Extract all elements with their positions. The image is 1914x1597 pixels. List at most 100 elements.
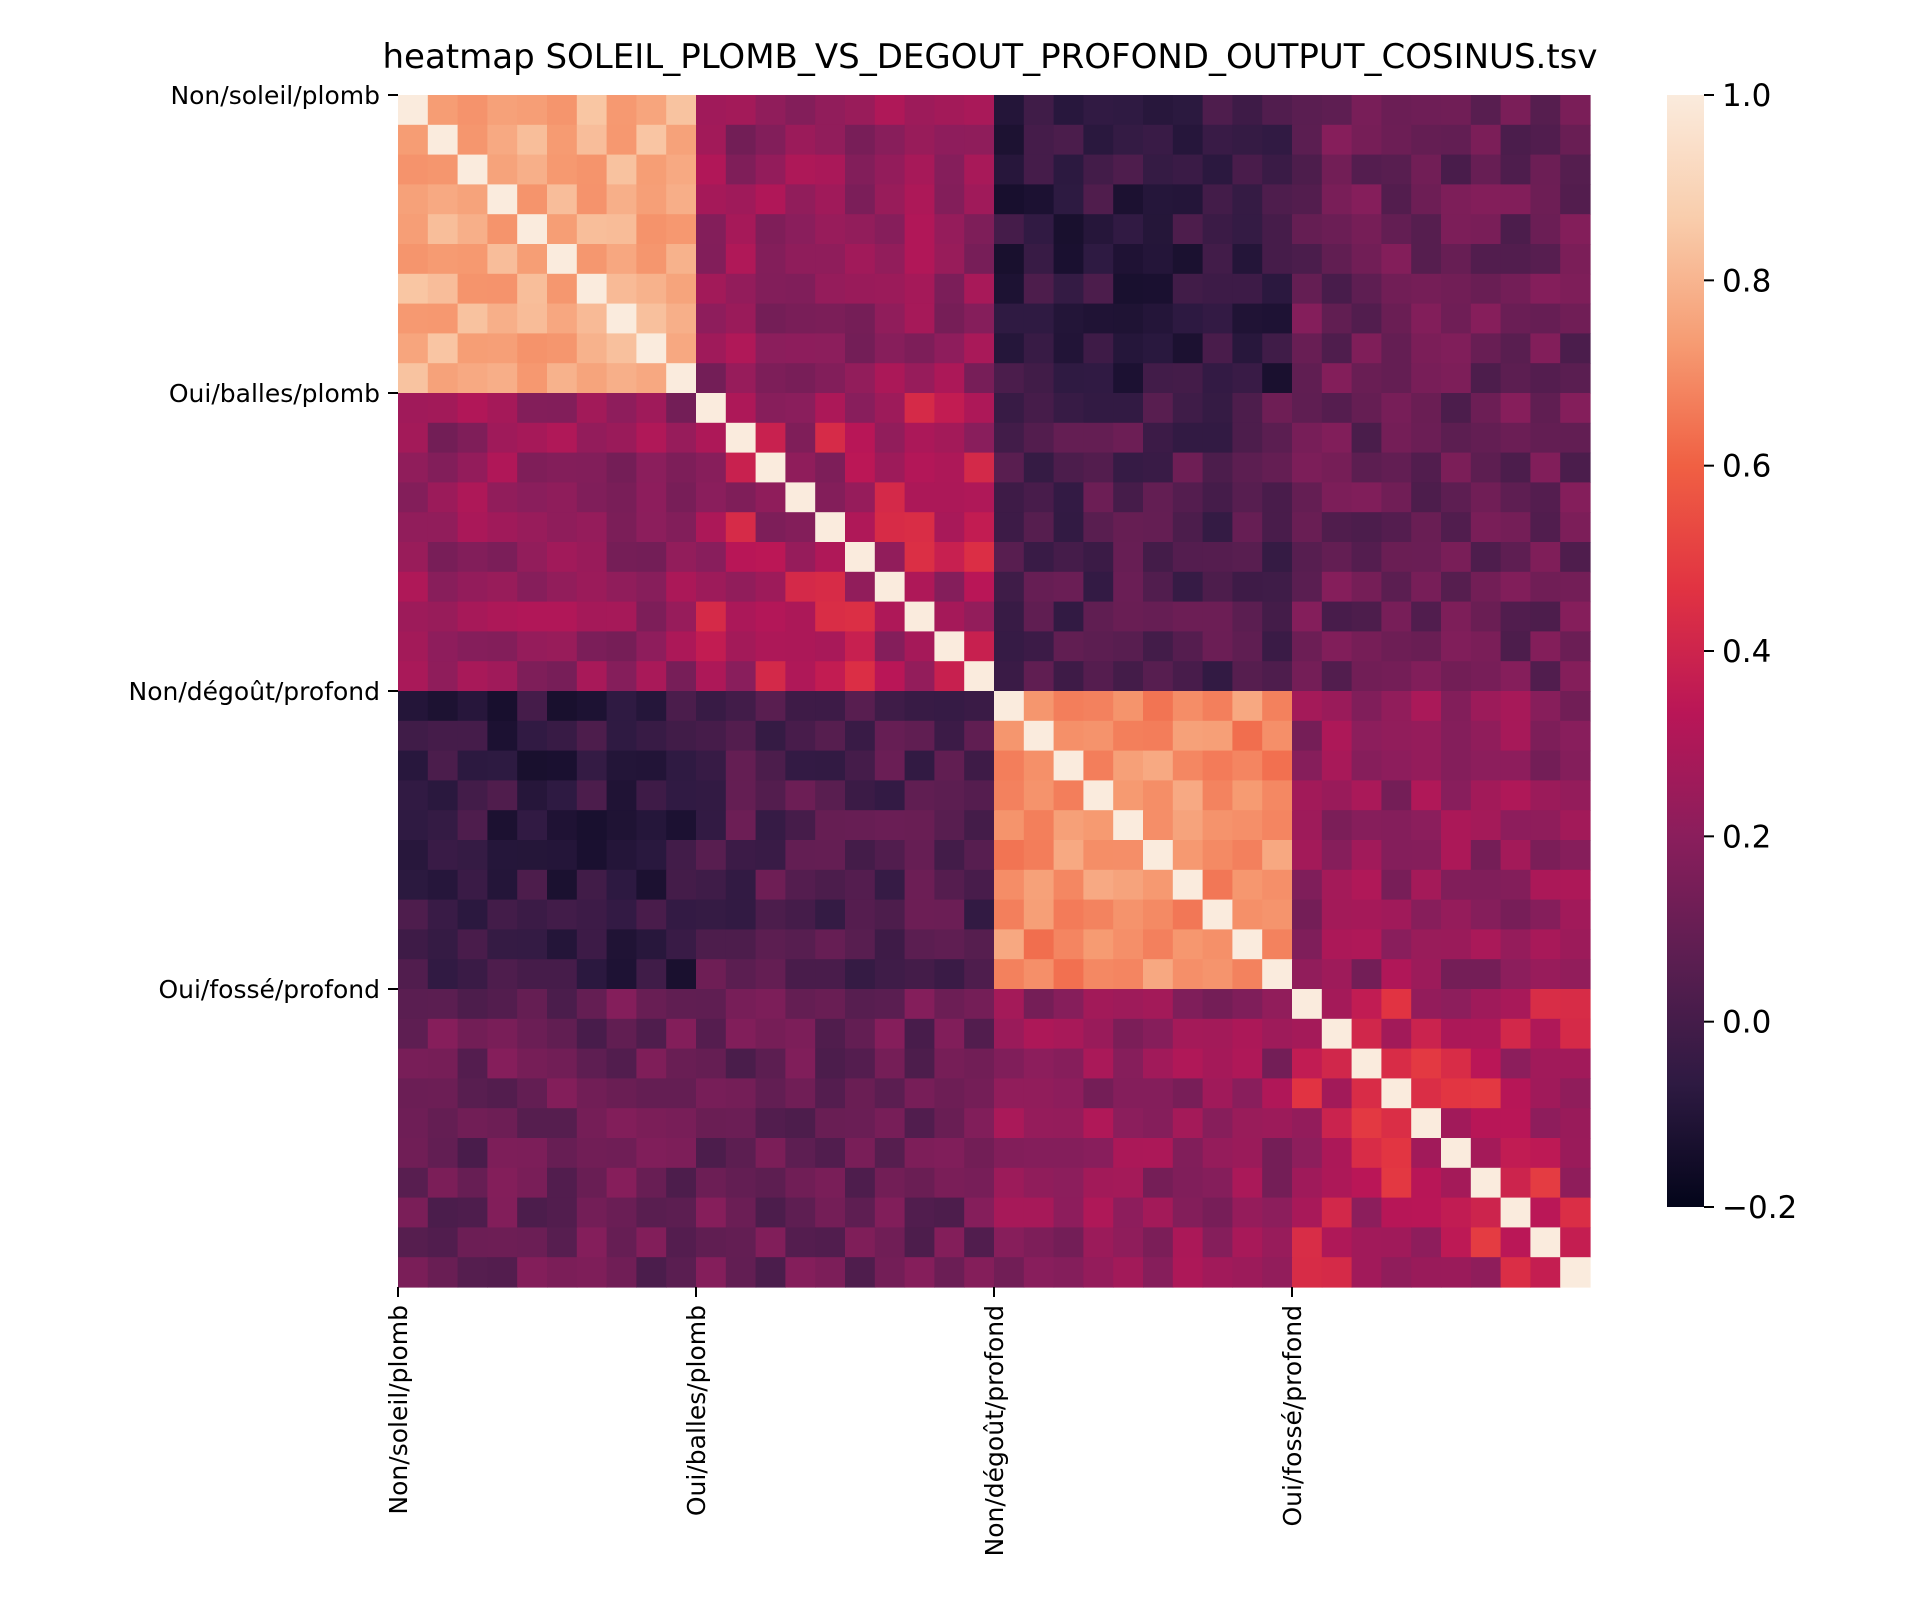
heatmap-cell xyxy=(696,840,727,871)
heatmap-cell xyxy=(1232,929,1263,960)
heatmap-cell xyxy=(1053,542,1084,573)
heatmap-cell xyxy=(964,422,995,454)
heatmap-cell xyxy=(547,214,578,245)
heatmap-cell xyxy=(785,899,816,930)
heatmap-cell xyxy=(1560,571,1591,603)
heatmap-cell xyxy=(1262,989,1293,1020)
heatmap-cell xyxy=(1262,869,1293,901)
heatmap-cell xyxy=(517,1108,548,1139)
heatmap-cell xyxy=(696,452,727,483)
heatmap-cell xyxy=(517,333,548,364)
heatmap-cell xyxy=(1113,1048,1144,1079)
heatmap-cell xyxy=(1023,1227,1055,1258)
x-axis-ticks: Non/soleil/plomb Oui/balles/plomb Non/dégo… xyxy=(384,1287,1307,1556)
heatmap-cell xyxy=(785,154,816,185)
heatmap-cell xyxy=(1500,780,1531,811)
heatmap-cells xyxy=(398,95,1591,1288)
heatmap-cell xyxy=(1232,959,1263,990)
heatmap-cell xyxy=(1232,899,1263,930)
heatmap-cell xyxy=(636,720,667,752)
heatmap-cell xyxy=(1411,899,1442,930)
heatmap-cell xyxy=(1321,989,1353,1020)
heatmap-cell xyxy=(1202,810,1233,841)
heatmap-cell xyxy=(576,124,608,156)
heatmap-cell xyxy=(666,929,697,960)
heatmap-cell xyxy=(1232,691,1263,722)
heatmap-cell xyxy=(1232,631,1263,662)
heatmap-cell xyxy=(785,452,816,483)
heatmap-cell xyxy=(1202,571,1233,603)
heatmap-cell xyxy=(904,631,935,662)
heatmap-cell xyxy=(1083,422,1114,454)
heatmap-cell xyxy=(487,422,518,454)
heatmap-cell xyxy=(1113,124,1144,156)
heatmap-cell xyxy=(934,989,965,1020)
heatmap-cell xyxy=(1292,571,1323,603)
heatmap-cell xyxy=(815,1227,846,1258)
heatmap-cell xyxy=(1232,154,1263,185)
heatmap-cell xyxy=(517,929,548,960)
heatmap-cell xyxy=(1292,959,1323,990)
heatmap-cell xyxy=(1172,661,1204,692)
heatmap-cell xyxy=(904,1257,935,1288)
heatmap-cell xyxy=(1441,1108,1472,1139)
heatmap-cell xyxy=(1113,899,1144,930)
heatmap-cell xyxy=(1381,601,1412,632)
heatmap-cell xyxy=(1083,273,1114,305)
heatmap-cell xyxy=(755,691,786,722)
heatmap-cell xyxy=(576,393,608,424)
heatmap-cell xyxy=(1530,244,1561,275)
heatmap-cell xyxy=(1232,542,1263,573)
heatmap-cell xyxy=(725,363,757,394)
heatmap-cell xyxy=(487,869,518,901)
heatmap-cell xyxy=(1500,95,1531,126)
heatmap-cell xyxy=(1530,452,1561,483)
heatmap-cell xyxy=(1262,154,1293,185)
heatmap-cell xyxy=(964,750,995,781)
heatmap-cell xyxy=(666,542,697,573)
heatmap-cell xyxy=(1113,393,1144,424)
heatmap-cell xyxy=(1143,244,1174,275)
heatmap-cell xyxy=(1083,661,1114,692)
heatmap-cell xyxy=(1292,542,1323,573)
heatmap-cell xyxy=(1321,571,1353,603)
heatmap-cell xyxy=(1530,303,1561,334)
heatmap-cell xyxy=(1053,214,1084,245)
heatmap-cell xyxy=(1411,780,1442,811)
heatmap-cell xyxy=(1202,691,1233,722)
heatmap-cell xyxy=(606,571,637,603)
heatmap-cell xyxy=(606,1018,637,1050)
heatmap-cell xyxy=(457,1018,488,1050)
heatmap-cell xyxy=(1083,691,1114,722)
heatmap-cell xyxy=(1113,780,1144,811)
heatmap-cell xyxy=(606,1108,637,1139)
heatmap-cell xyxy=(636,363,667,394)
heatmap-cell xyxy=(1262,780,1293,811)
heatmap-cell xyxy=(457,691,488,722)
heatmap-cell xyxy=(994,303,1025,334)
heatmap-cell xyxy=(457,720,488,752)
heatmap-cell xyxy=(874,1197,906,1228)
heatmap-cell xyxy=(427,303,459,334)
heatmap-cell xyxy=(666,691,697,722)
heatmap-cell xyxy=(666,899,697,930)
heatmap-cell xyxy=(1381,303,1412,334)
heatmap-cell xyxy=(1351,1048,1382,1079)
heatmap-cell xyxy=(845,214,876,245)
heatmap-cell xyxy=(785,750,816,781)
heatmap-cell xyxy=(994,1078,1025,1109)
heatmap-cell xyxy=(874,303,906,334)
heatmap-cell xyxy=(457,542,488,573)
heatmap-cell xyxy=(845,1078,876,1109)
heatmap-cell xyxy=(964,661,995,692)
heatmap-cell xyxy=(904,750,935,781)
heatmap-cell xyxy=(1530,869,1561,901)
heatmap-cell xyxy=(755,482,786,513)
heatmap-cell xyxy=(398,929,429,960)
heatmap-cell xyxy=(1351,184,1382,215)
heatmap-cell xyxy=(666,1138,697,1169)
heatmap-cell xyxy=(1351,989,1382,1020)
heatmap-cell xyxy=(1143,720,1174,752)
heatmap-cell xyxy=(1232,601,1263,632)
heatmap-cell xyxy=(964,482,995,513)
